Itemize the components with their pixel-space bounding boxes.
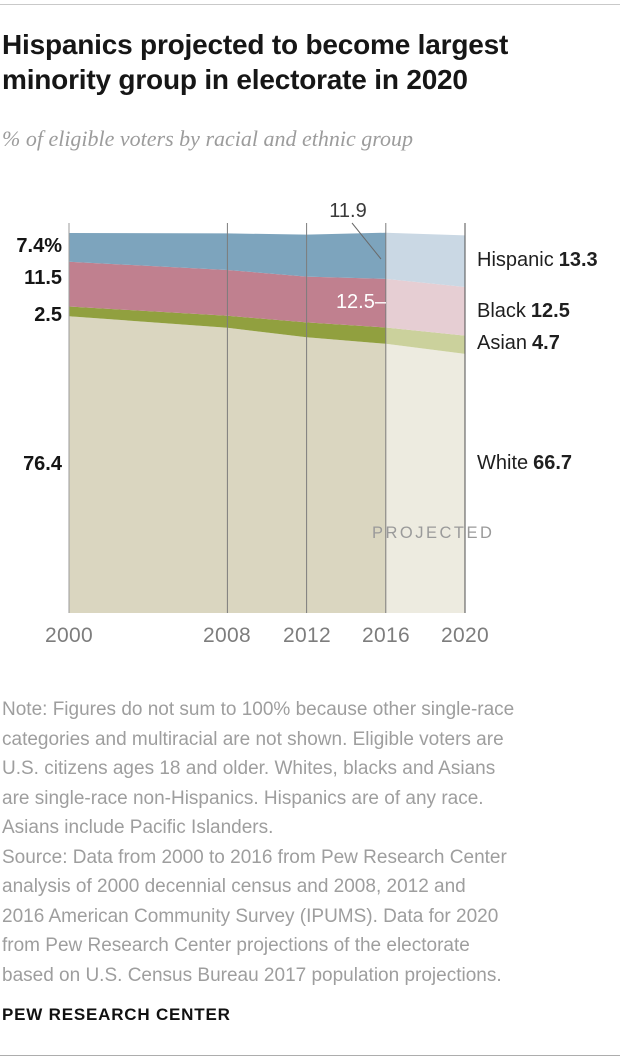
source-line: Source: Data from 2000 to 2016 from Pew … <box>2 846 507 868</box>
area-asian-projected <box>385 327 465 354</box>
start-value-hispanic: 7.4% <box>16 235 62 257</box>
note-line: are single-race non-Hispanics. Hispanics… <box>2 787 484 809</box>
legend-hispanic: Hispanic 13.3 <box>477 250 598 270</box>
source-line: based on U.S. Census Bureau 2017 populat… <box>2 964 502 986</box>
end-value-hispanic: 13.3 <box>558 249 598 271</box>
x-tick-2016: 2016 <box>362 624 410 647</box>
footnote-block: Note: Figures do not sum to 100% because… <box>2 695 618 990</box>
legend-asian: Asian 4.7 <box>477 333 560 353</box>
legend-white: White 66.7 <box>477 453 572 473</box>
series-name-asian: Asian <box>477 332 528 354</box>
x-tick-2000: 2000 <box>45 624 93 647</box>
start-value-black: 11.5 <box>24 267 62 289</box>
chart-subtitle: % of eligible voters by racial and ethni… <box>2 126 413 151</box>
series-name-hispanic: Hispanic <box>477 249 554 271</box>
series-name-black: Black <box>477 300 526 322</box>
note-line: U.S. citizens ages 18 and older. Whites,… <box>2 758 496 779</box>
x-tick-2020: 2020 <box>441 624 489 647</box>
top-divider <box>0 4 620 5</box>
start-value-asian: 2.5 <box>34 304 62 326</box>
note-line: Asians include Pacific Islanders. <box>2 817 274 838</box>
legend-black: Black 12.5 <box>477 301 570 321</box>
series-name-white: White <box>477 452 529 474</box>
note-line: categories and multiracial are not shown… <box>2 728 504 750</box>
page-title: Hispanics projected to become largest mi… <box>2 27 618 97</box>
note-line: Note: Figures do not sum to 100% because… <box>2 699 515 720</box>
area-black-projected <box>385 278 465 336</box>
source-line: analysis of 2000 decennial census and 20… <box>2 876 466 897</box>
annotation-hispanic-2016: 11.9 <box>329 200 367 222</box>
end-value-white: 66.7 <box>533 452 573 474</box>
title-line-1: Hispanics projected to become largest <box>2 29 509 60</box>
annotation-black-2016: 12.5– <box>335 291 386 313</box>
area-hispanic-projected <box>385 232 465 287</box>
bottom-divider <box>0 1055 620 1056</box>
start-value-white: 76.4 <box>23 453 62 475</box>
end-value-asian: 4.7 <box>532 332 560 354</box>
area-chart-svg <box>68 222 466 613</box>
source-line: 2016 American Community Survey (IPUMS). … <box>2 905 499 927</box>
end-value-black: 12.5 <box>530 300 570 322</box>
x-tick-2008: 2008 <box>203 624 251 647</box>
x-tick-2012: 2012 <box>283 624 331 647</box>
title-line-2: minority group in electorate in 2020 <box>2 64 468 95</box>
source-line: from Pew Research Center projections of … <box>2 935 470 956</box>
area-white-projected <box>385 343 465 613</box>
pew-research-center-wordmark: PEW RESEARCH CENTER <box>2 1005 231 1024</box>
projected-region-label: PROJECTED <box>372 524 495 542</box>
annotation-leader-line <box>351 222 382 260</box>
